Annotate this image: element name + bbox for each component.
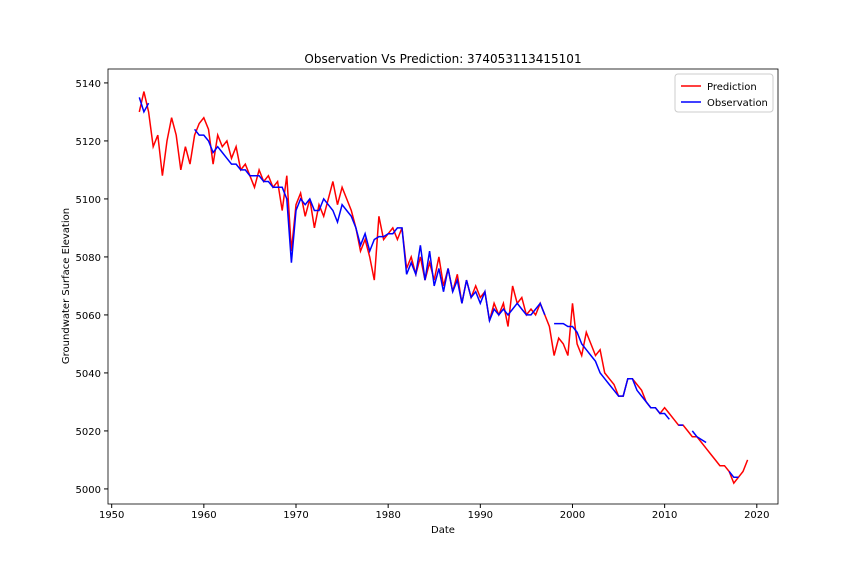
y-tick-label: 5120 [76,137,101,148]
y-tick-label: 5080 [76,253,101,264]
x-axis-label: Date [431,525,455,536]
legend-label: Prediction [707,82,757,93]
x-tick-label: 1980 [375,510,400,521]
plot-frame [107,68,779,505]
chart-title: Observation Vs Prediction: 3740531134151… [304,52,581,66]
legend-label: Observation [707,98,768,109]
y-tick-label: 5020 [76,427,101,438]
y-tick-label: 5140 [76,79,101,90]
y-tick-label: 5040 [76,369,101,380]
series-line [138,97,739,479]
x-tick-label: 1960 [191,510,216,521]
y-axis-label: Groundwater Surface Elevation [61,208,72,364]
y-tick-label: 5000 [76,485,101,496]
x-tick-label: 2010 [652,510,677,521]
y-tick-label: 5100 [76,195,101,206]
x-tick-label: 1950 [99,510,124,521]
x-tick-label: 1970 [283,510,308,521]
x-tick-label: 2020 [744,510,769,521]
x-tick-label: 1990 [468,510,493,521]
y-tick-label: 5060 [76,311,101,322]
x-tick-label: 2000 [560,510,585,521]
